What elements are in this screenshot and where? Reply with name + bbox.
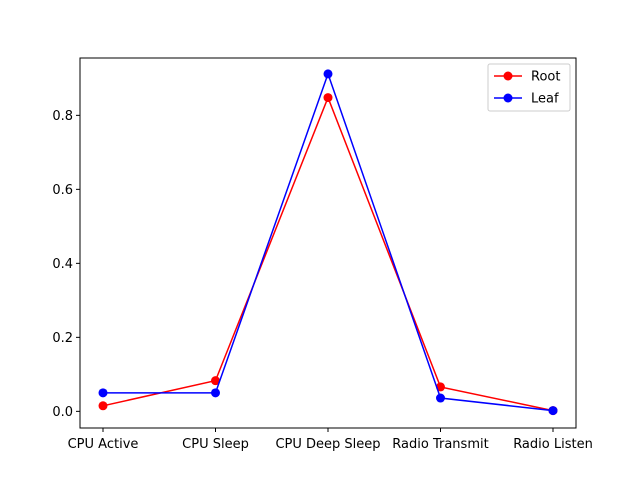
y-tick-label: 0.0 — [52, 405, 73, 420]
y-tick-label: 0.2 — [52, 331, 73, 346]
data-point-root — [323, 93, 333, 103]
legend-label-leaf: Leaf — [531, 92, 559, 107]
plot-area — [80, 58, 576, 428]
data-point-leaf — [98, 388, 108, 398]
data-point-leaf — [548, 406, 558, 416]
x-tick-label: Radio Transmit — [392, 437, 488, 452]
y-tick-label: 0.8 — [52, 109, 73, 124]
x-axis: CPU Active CPU Sleep CPU Deep Sleep Radio T… — [68, 428, 593, 452]
y-tick-label: 0.6 — [52, 183, 73, 198]
data-point-root — [436, 382, 445, 392]
data-point-leaf — [436, 393, 445, 403]
y-tick-label: 0.4 — [52, 257, 73, 272]
x-tick-label: Radio Listen — [513, 437, 593, 452]
legend-label-root: Root — [531, 70, 560, 85]
y-axis: 0.0 0.2 0.4 0.6 0.8 — [52, 109, 80, 420]
legend-marker-leaf — [503, 93, 513, 103]
data-point-leaf — [323, 69, 333, 79]
data-point-root — [98, 401, 108, 411]
series-layer — [98, 69, 558, 416]
legend: Root Leaf — [487, 63, 571, 112]
x-tick-label: CPU Deep Sleep — [275, 437, 380, 452]
data-point-root — [211, 376, 220, 386]
legend-marker-root — [503, 71, 513, 81]
x-tick-label: CPU Sleep — [182, 437, 249, 452]
x-tick-label: CPU Active — [68, 437, 139, 452]
data-point-leaf — [211, 388, 220, 398]
